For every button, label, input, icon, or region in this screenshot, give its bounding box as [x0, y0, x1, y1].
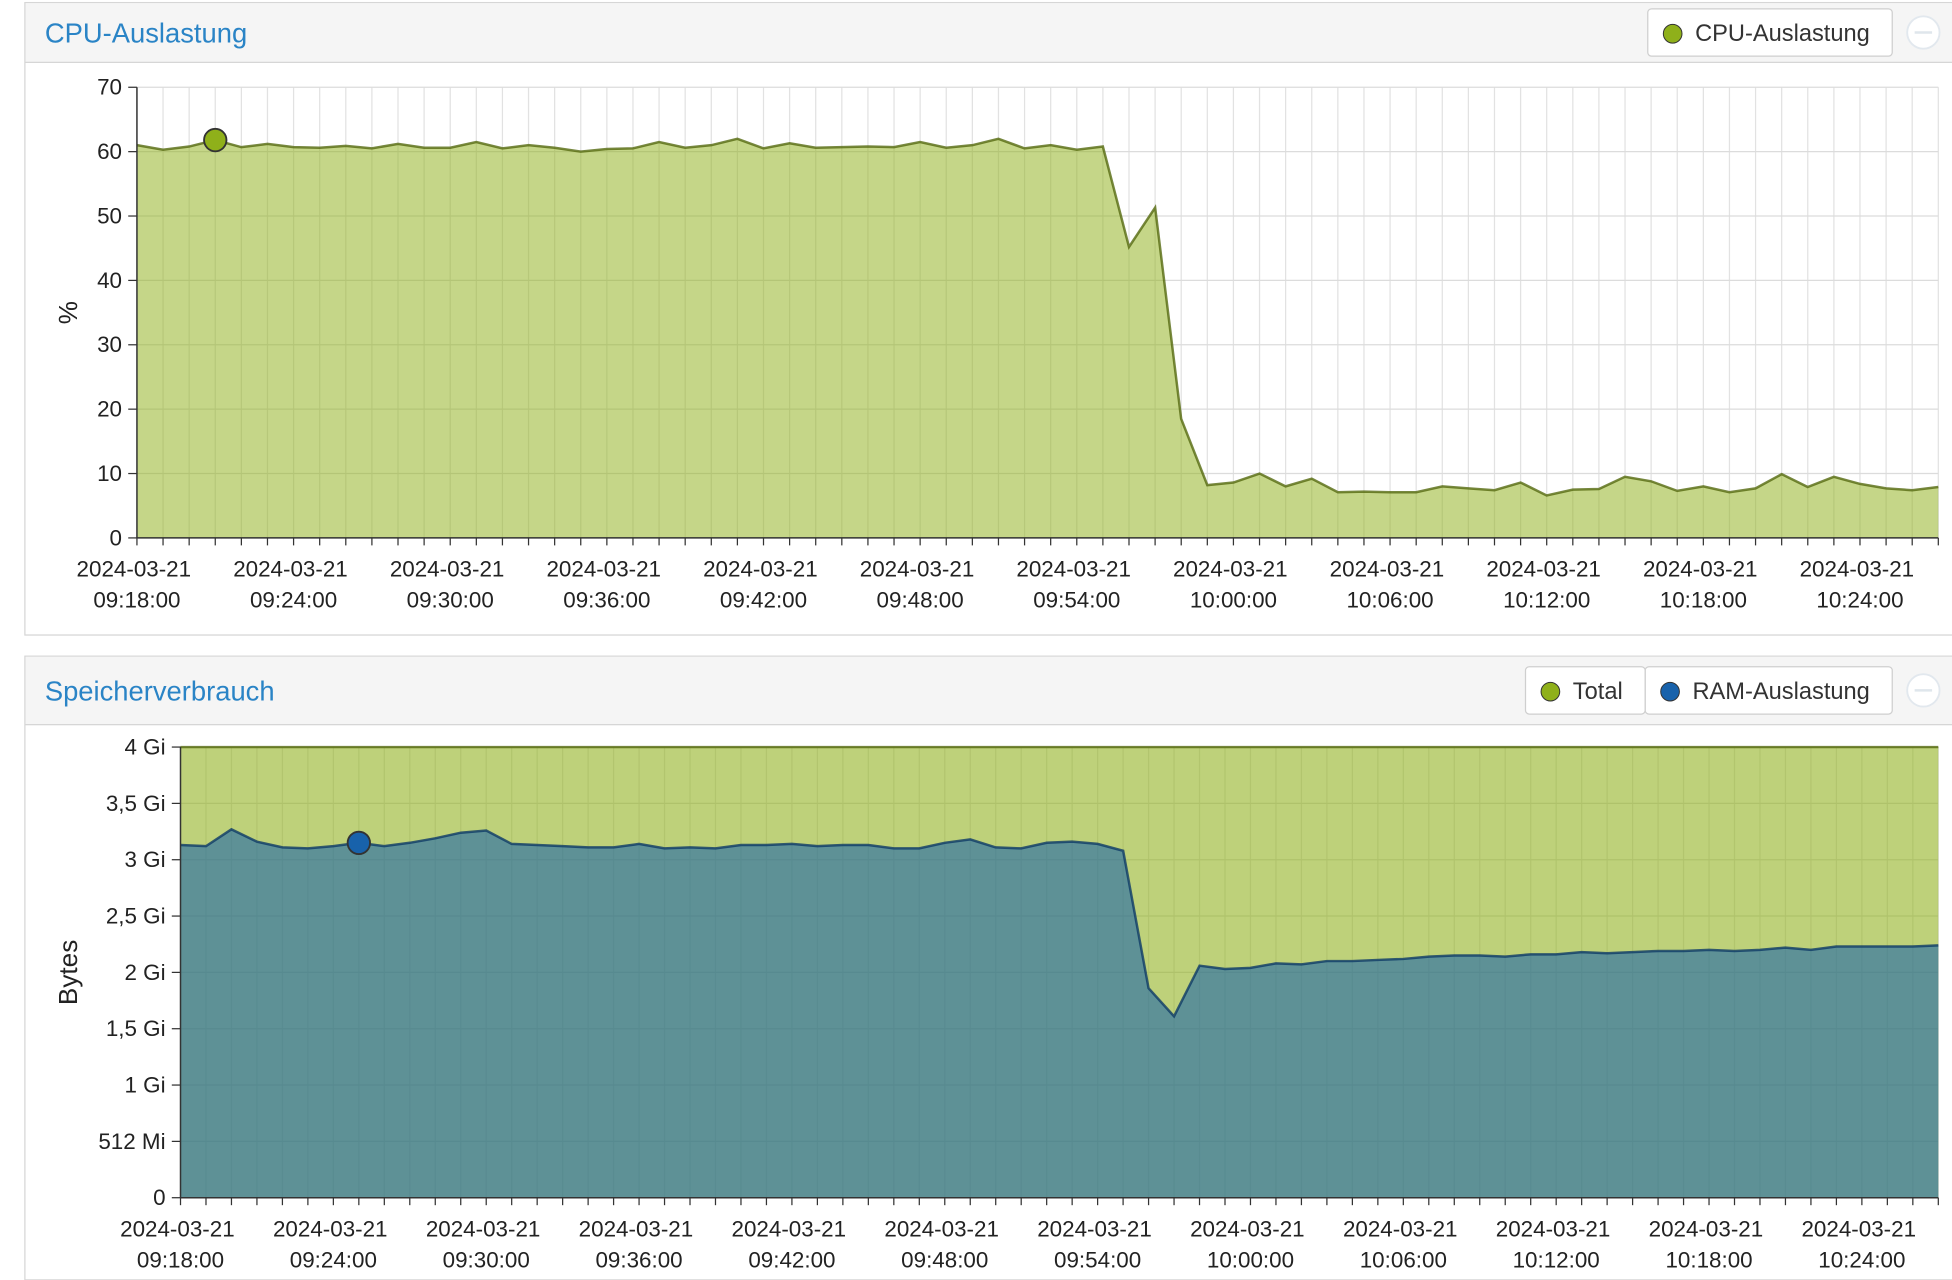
y-tick-label: 30 — [97, 332, 122, 357]
x-tick-label: 2024-03-21 10:24:00 — [1801, 1216, 1922, 1272]
x-tick-label: 2024-03-21 10:24:00 — [1800, 557, 1921, 613]
legend-swatch — [1662, 23, 1683, 44]
y-tick-label: 20 — [97, 397, 122, 422]
y-tick-label: 3 Gi — [124, 847, 165, 872]
legend-button[interactable] — [1647, 8, 1893, 57]
hover-marker[interactable] — [346, 830, 371, 855]
y-tick-label: 2,5 Gi — [106, 904, 166, 929]
x-tick-label: 2024-03-21 09:24:00 — [273, 1216, 394, 1272]
x-tick-label: 2024-03-21 09:54:00 — [1037, 1216, 1158, 1272]
y-tick-label: 512 Mi — [98, 1129, 165, 1154]
x-tick-label: 2024-03-21 09:42:00 — [732, 1216, 853, 1272]
x-tick-label: 2024-03-21 10:06:00 — [1343, 1216, 1464, 1272]
x-tick-label: 2024-03-21 10:18:00 — [1643, 557, 1764, 613]
panel-header — [25, 3, 1952, 63]
legend-swatch — [1660, 681, 1680, 702]
x-tick-label: 2024-03-21 09:18:00 — [120, 1216, 241, 1272]
x-tick-label: 2024-03-21 10:06:00 — [1330, 557, 1451, 613]
y-tick-label: 50 — [97, 203, 122, 228]
y-tick-label: 1,5 Gi — [106, 1016, 166, 1041]
x-tick-label: 2024-03-21 10:00:00 — [1190, 1216, 1311, 1272]
legend-label: RAM-Auslastung — [1692, 679, 1869, 705]
area-fill — [136, 138, 1939, 538]
legend-swatch — [1540, 681, 1561, 702]
area-fill — [180, 829, 1939, 1198]
x-tick-label: 2024-03-21 09:48:00 — [860, 557, 981, 613]
y-tick-label: 0 — [153, 1185, 165, 1210]
legend-label: Total — [1573, 679, 1623, 705]
chart-panel: CPU-Auslastung CPU-Auslastung 0 10 20 30 40 50 6… — [24, 1, 1952, 636]
chart-title: Speicherverbrauch — [45, 675, 275, 706]
legend-item[interactable]: CPU-Auslastung — [1647, 8, 1893, 57]
x-tick-label: 2024-03-21 09:36:00 — [579, 1216, 700, 1272]
x-tick-label: 2024-03-21 09:42:00 — [703, 557, 824, 613]
y-tick-label: 2 Gi — [124, 960, 165, 985]
y-tick-label: 3,5 Gi — [106, 791, 166, 816]
x-tick-label: 2024-03-21 10:12:00 — [1496, 1216, 1617, 1272]
hover-marker[interactable] — [203, 127, 228, 153]
y-tick-label: 10 — [97, 461, 122, 486]
x-tick-label: 2024-03-21 09:54:00 — [1016, 557, 1137, 613]
series-line — [180, 827, 1939, 1019]
series-line — [136, 137, 1939, 497]
chart-title: CPU-Auslastung — [45, 17, 247, 48]
x-tick-label: 2024-03-21 10:00:00 — [1173, 557, 1294, 613]
x-tick-label: 2024-03-21 10:18:00 — [1649, 1216, 1770, 1272]
legend-item[interactable]: Total — [1524, 666, 1646, 715]
x-tick-label: 2024-03-21 09:18:00 — [77, 557, 198, 613]
x-tick-label: 2024-03-21 09:30:00 — [390, 557, 511, 613]
x-tick-label: 2024-03-21 09:48:00 — [884, 1216, 1005, 1272]
y-tick-label: 4 Gi — [124, 735, 165, 760]
legend-button[interactable] — [1524, 666, 1646, 715]
y-tick-label: 0 — [110, 525, 122, 550]
y-tick-label: 1 Gi — [124, 1073, 165, 1098]
y-axis-label: Bytes — [53, 940, 83, 1005]
y-tick-label: 70 — [97, 75, 122, 100]
x-tick-label: 2024-03-21 09:24:00 — [233, 557, 354, 613]
legend-label: CPU-Auslastung — [1695, 21, 1870, 47]
y-axis-label: % — [53, 301, 83, 324]
x-tick-label: 2024-03-21 10:12:00 — [1486, 557, 1607, 613]
y-tick-label: 40 — [97, 268, 122, 293]
chart-panel: Speicherverbrauch RAM-Auslastung Total 0 512… — [24, 655, 1952, 1280]
legend-item[interactable]: RAM-Auslastung — [1644, 666, 1893, 715]
y-tick-label: 60 — [97, 139, 122, 164]
x-tick-label: 2024-03-21 09:36:00 — [546, 557, 667, 613]
x-tick-label: 2024-03-21 09:30:00 — [426, 1216, 547, 1272]
